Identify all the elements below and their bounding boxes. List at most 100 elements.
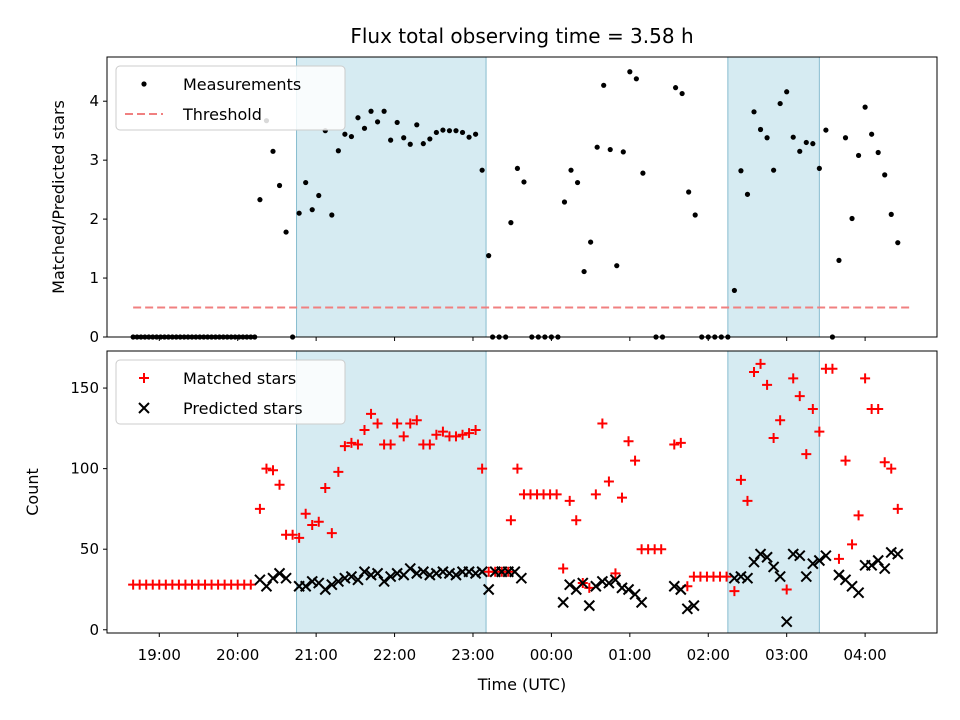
data-point <box>635 596 648 609</box>
data-point <box>446 128 453 134</box>
data-point <box>388 137 394 143</box>
data-point <box>514 165 521 172</box>
data-point <box>521 179 527 185</box>
data-point <box>359 424 370 435</box>
data-point <box>405 418 416 429</box>
data-point <box>257 197 263 203</box>
data-point <box>757 126 764 133</box>
data-point <box>368 108 374 114</box>
data-point <box>254 503 265 514</box>
data-point <box>895 240 901 246</box>
data-point <box>777 100 783 107</box>
data-point <box>450 431 461 442</box>
data-point <box>316 192 322 199</box>
data-point <box>398 431 409 442</box>
axes-frame <box>106 350 938 634</box>
data-point <box>855 152 862 159</box>
data-point <box>274 479 285 490</box>
data-point <box>280 572 292 584</box>
data-point <box>790 134 796 140</box>
data-point <box>437 426 448 437</box>
x-tick-label: 22:00 <box>373 646 416 664</box>
data-point <box>741 572 754 584</box>
data-point <box>735 474 746 485</box>
data-point <box>299 580 312 592</box>
data-point <box>300 508 311 519</box>
legend-box <box>115 65 346 131</box>
data-point <box>261 463 272 474</box>
x-tick-label: 20:00 <box>216 646 259 664</box>
data-point <box>385 439 396 450</box>
data-point <box>610 568 621 579</box>
data-point <box>558 563 569 574</box>
data-point <box>807 558 819 570</box>
data-point <box>384 570 397 583</box>
data-point <box>609 574 622 586</box>
data-point <box>669 439 680 450</box>
data-point <box>620 149 626 155</box>
x-tick-label: 04:00 <box>843 646 886 664</box>
data-point <box>672 85 679 91</box>
y-axis-label: Count <box>23 468 42 516</box>
data-point <box>668 580 680 592</box>
data-point <box>482 583 495 596</box>
data-point <box>862 104 868 110</box>
data-point <box>761 551 773 563</box>
data-point <box>735 570 747 583</box>
data-point <box>751 109 757 115</box>
data-point <box>853 510 864 521</box>
data-point <box>551 489 562 500</box>
data-point <box>622 583 635 596</box>
data-point <box>307 520 318 531</box>
y-tick-label: 3 <box>89 151 99 169</box>
data-point <box>594 144 600 150</box>
data-point <box>885 546 897 559</box>
data-point <box>721 571 732 582</box>
x-tick-label: 03:00 <box>765 646 808 664</box>
data-point <box>404 562 416 575</box>
data-point <box>437 566 449 578</box>
y-tick-label: 100 <box>70 460 99 478</box>
data-point <box>355 115 361 121</box>
data-point <box>614 263 620 269</box>
data-point <box>729 586 740 597</box>
data-point <box>268 465 278 476</box>
legend: Measurements Threshold <box>115 65 346 131</box>
data-point <box>273 567 286 580</box>
data-point <box>508 220 514 226</box>
data-point <box>865 559 878 572</box>
data-point <box>849 215 855 222</box>
data-point <box>352 439 363 450</box>
data-point <box>296 210 302 216</box>
data-point <box>329 212 335 218</box>
data-point <box>459 129 466 136</box>
data-point <box>407 141 413 147</box>
data-point <box>486 253 492 259</box>
data-point <box>260 580 273 592</box>
data-point <box>797 148 803 154</box>
y-tick-label: 0 <box>89 328 99 346</box>
shaded-span <box>727 56 820 338</box>
data-point <box>577 577 589 589</box>
data-point <box>784 89 790 95</box>
data-point <box>270 148 276 154</box>
data-point <box>768 433 779 444</box>
data-point <box>348 133 355 140</box>
data-point <box>574 179 581 186</box>
data-point <box>800 570 812 583</box>
data-point <box>833 569 845 581</box>
data-point <box>361 125 368 131</box>
data-point <box>629 588 641 601</box>
data-point <box>394 119 400 126</box>
data-point <box>728 572 741 584</box>
data-point <box>564 578 576 591</box>
data-point <box>603 577 615 589</box>
data-point <box>463 566 475 578</box>
data-point <box>420 141 426 147</box>
data-point <box>847 539 858 550</box>
data-point <box>505 515 516 526</box>
data-point <box>833 553 844 564</box>
data-point <box>823 127 829 133</box>
legend-label: Matched stars <box>183 369 296 388</box>
